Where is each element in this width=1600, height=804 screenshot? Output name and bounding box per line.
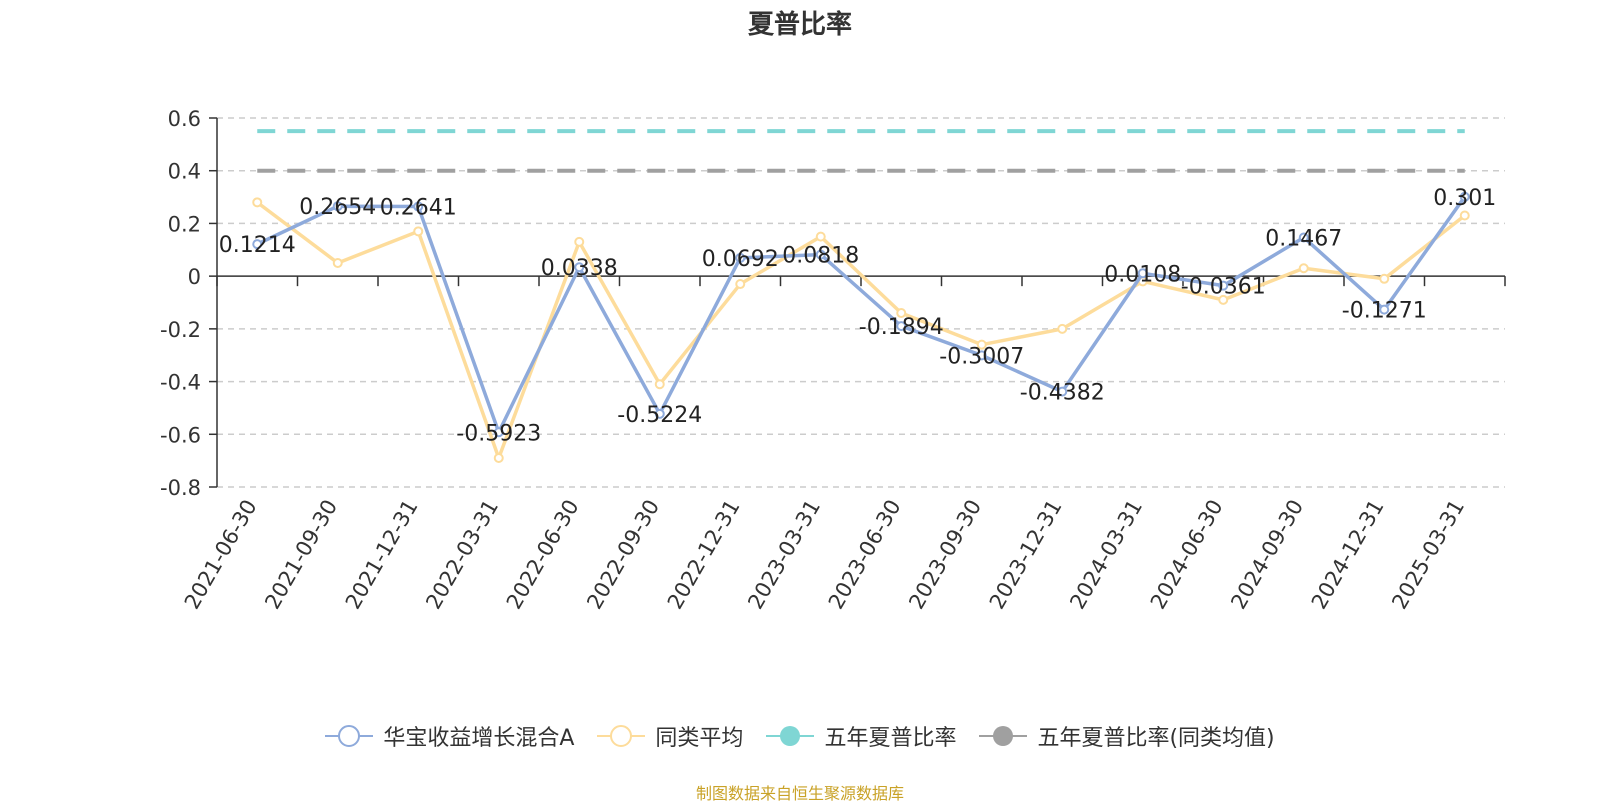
x-tick-label: 2022-03-31 bbox=[421, 496, 503, 614]
x-tick-label: 2023-09-30 bbox=[904, 496, 986, 614]
y-tick-label: 0.2 bbox=[168, 212, 201, 236]
fund-data-point bbox=[252, 239, 263, 250]
x-tick-label: 2022-09-30 bbox=[582, 496, 664, 614]
x-tick-label: 2023-03-31 bbox=[743, 496, 825, 614]
x-tick-label: 2022-12-31 bbox=[663, 496, 745, 614]
fund-data-label: 0.2641 bbox=[380, 196, 457, 221]
x-tick-label: 2025-03-31 bbox=[1387, 496, 1469, 614]
chart-title: 夏普比率 bbox=[747, 10, 852, 40]
fund-data-label: -0.1894 bbox=[859, 315, 944, 340]
fund-data-label: -0.3007 bbox=[939, 344, 1024, 369]
y-tick-label: 0 bbox=[188, 265, 201, 289]
peer-average-data-point bbox=[252, 197, 263, 208]
fund-data-label: -0.5224 bbox=[617, 403, 702, 428]
peer-average-data-point bbox=[493, 453, 504, 464]
fund-data-label: 0.0108 bbox=[1104, 262, 1181, 287]
fund-data-point bbox=[815, 249, 826, 260]
legend-label-fund: 华宝收益增长混合A bbox=[383, 726, 575, 751]
legend-label-peer-average: 同类平均 bbox=[655, 726, 744, 751]
fund-data-point bbox=[1298, 232, 1309, 243]
fund-data-label: 0.1214 bbox=[219, 233, 296, 258]
y-tick-label: 0.4 bbox=[168, 160, 201, 184]
x-tick-label: 2023-12-31 bbox=[985, 496, 1067, 614]
x-tick-label: 2021-12-31 bbox=[341, 496, 423, 614]
legend-item-peer-average[interactable]: 同类平均 bbox=[597, 720, 743, 752]
peer-average-data-point bbox=[332, 257, 343, 268]
peer-average-data-point bbox=[815, 231, 826, 242]
fund-data-label: 0.1467 bbox=[1265, 226, 1342, 251]
chart-legend: 华宝收益增长混合A 同类平均 五年夏普比率 五年夏普比率(同类均值) bbox=[0, 720, 1600, 754]
fund-data-point bbox=[1218, 280, 1229, 291]
legend-marker-five-year-sharpe-icon bbox=[766, 726, 815, 746]
y-tick-label: -0.8 bbox=[160, 476, 201, 500]
peer-average-data-point bbox=[896, 308, 907, 319]
fund-data-point bbox=[574, 262, 585, 273]
fund-data-point bbox=[976, 350, 987, 361]
fund-data-point bbox=[1057, 386, 1068, 397]
peer-average-series-line bbox=[256, 200, 1466, 460]
peer-average-data-point bbox=[1057, 323, 1068, 334]
y-tick-label: -0.4 bbox=[160, 371, 201, 395]
fund-data-label: -0.0361 bbox=[1181, 275, 1266, 300]
data-source-note: 制图数据来自恒生聚源数据库 bbox=[695, 784, 904, 803]
fund-data-point bbox=[1137, 268, 1148, 279]
x-tick-label: 2024-03-31 bbox=[1065, 496, 1147, 614]
x-tick-label: 2021-06-30 bbox=[180, 496, 262, 614]
fund-series-line bbox=[256, 195, 1467, 435]
fund-data-point bbox=[1379, 304, 1390, 315]
y-tick-label: -0.6 bbox=[160, 423, 201, 447]
legend-marker-five-year-sharpe-peer-icon bbox=[979, 726, 1028, 746]
peer-average-data-point bbox=[976, 339, 987, 350]
legend-marker-peer-average-icon bbox=[597, 725, 646, 747]
peer-average-data-point bbox=[1298, 263, 1309, 274]
x-tick-label: 2022-06-30 bbox=[502, 496, 584, 614]
fund-data-label: 0.301 bbox=[1433, 186, 1496, 211]
fund-data-point bbox=[1459, 191, 1470, 202]
legend-marker-fund-icon bbox=[325, 725, 374, 747]
legend-item-fund[interactable]: 华宝收益增长混合A bbox=[325, 720, 574, 752]
fund-data-point bbox=[735, 252, 746, 263]
peer-average-data-point bbox=[1218, 294, 1229, 305]
fund-data-label: -0.5923 bbox=[456, 421, 541, 446]
x-tick-label: 2024-06-30 bbox=[1146, 496, 1228, 614]
x-tick-label: 2024-12-31 bbox=[1307, 496, 1389, 614]
x-tick-label: 2023-06-30 bbox=[824, 496, 906, 614]
fund-data-point bbox=[332, 201, 343, 212]
legend-label-five-year-sharpe-peer: 五年夏普比率(同类均值) bbox=[1037, 726, 1275, 751]
fund-data-point bbox=[413, 201, 424, 212]
legend-item-five-year-sharpe[interactable]: 五年夏普比率 bbox=[766, 720, 956, 752]
fund-data-point bbox=[896, 321, 907, 332]
peer-average-data-point bbox=[654, 379, 665, 390]
legend-item-five-year-sharpe-peer[interactable]: 五年夏普比率(同类均值) bbox=[979, 720, 1275, 752]
x-tick-label: 2021-09-30 bbox=[260, 496, 342, 614]
peer-average-data-point bbox=[1379, 273, 1390, 284]
y-tick-label: 0.6 bbox=[168, 107, 201, 131]
x-tick-label: 2024-09-30 bbox=[1226, 496, 1308, 614]
fund-data-label: -0.4382 bbox=[1020, 381, 1105, 406]
fund-data-label: 0.0818 bbox=[782, 244, 859, 269]
y-tick-label: -0.2 bbox=[160, 318, 201, 342]
peer-average-data-point bbox=[413, 226, 424, 237]
fund-data-point bbox=[654, 408, 665, 419]
fund-data-label: 0.2654 bbox=[299, 195, 376, 220]
fund-data-label: 0.0338 bbox=[541, 256, 618, 281]
fund-data-point bbox=[493, 427, 504, 438]
sharpe-ratio-chart: 0.60.40.20-0.2-0.4-0.6-0.82021-06-302021… bbox=[160, 107, 1506, 614]
peer-average-data-point bbox=[574, 236, 585, 247]
legend-label-five-year-sharpe: 五年夏普比率 bbox=[824, 726, 957, 751]
peer-average-data-point bbox=[735, 279, 746, 290]
peer-average-data-point bbox=[1459, 210, 1470, 221]
fund-data-label: -0.1271 bbox=[1342, 299, 1427, 324]
fund-data-label: 0.0692 bbox=[702, 247, 779, 272]
